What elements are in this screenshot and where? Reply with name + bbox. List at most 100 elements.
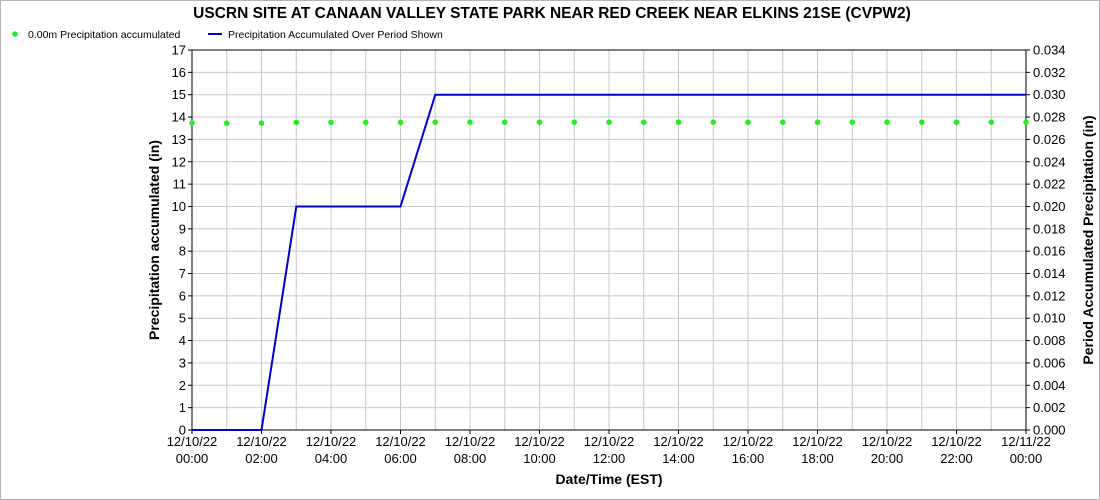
x-tick-label-date: 12/10/22 xyxy=(236,434,287,449)
y-tick-label-left: 16 xyxy=(172,65,186,80)
x-tick-label-date: 12/10/22 xyxy=(723,434,774,449)
precipitation-point xyxy=(919,119,925,125)
x-tick-label-time: 12:00 xyxy=(593,451,626,466)
precipitation-point xyxy=(293,119,300,126)
x-tick-label-date: 12/10/22 xyxy=(445,434,496,449)
y-tick-label-left: 0 xyxy=(179,423,186,438)
precipitation-point xyxy=(745,119,751,125)
y-tick-label-left: 9 xyxy=(179,221,186,236)
precipitation-point xyxy=(884,119,890,125)
y-tick-label-right: 0.020 xyxy=(1033,199,1066,214)
precipitation-point xyxy=(953,119,960,125)
precipitation-point xyxy=(189,120,195,126)
y-tick-label-right: 0.032 xyxy=(1033,65,1066,80)
x-tick-label-time: 00:00 xyxy=(1010,451,1043,466)
y-tick-label-left: 6 xyxy=(179,288,186,303)
y-tick-label-right: 0.014 xyxy=(1033,266,1066,281)
grid xyxy=(192,50,1026,430)
y-tick-label-left: 10 xyxy=(172,199,186,214)
precipitation-point xyxy=(641,119,647,125)
x-tick-label-date: 12/10/22 xyxy=(584,434,635,449)
precipitation-point xyxy=(606,119,612,125)
precipitation-point xyxy=(988,119,995,125)
y-tick-label-left: 1 xyxy=(179,400,186,415)
y-tick-label-left: 11 xyxy=(173,177,187,192)
y-tick-label-right: 0.030 xyxy=(1033,87,1066,102)
y-tick-label-right: 0.016 xyxy=(1033,244,1066,259)
y-tick-label-left: 4 xyxy=(179,333,186,348)
legend: 0.00m Precipitation accumulated Precipit… xyxy=(12,29,443,41)
precipitation-point xyxy=(432,119,439,125)
y-tick-label-right: 0.034 xyxy=(1033,43,1066,58)
precipitation-point xyxy=(397,119,404,126)
x-tick-label-date: 12/10/22 xyxy=(792,434,843,449)
y-tick-label-left: 7 xyxy=(179,266,186,281)
x-tick-label-time: 14:00 xyxy=(662,451,695,466)
x-tick-label-date: 12/10/22 xyxy=(862,434,913,449)
y-tick-label-left: 17 xyxy=(172,43,186,58)
chart-title: USCRN SITE AT CANAAN VALLEY STATE PARK N… xyxy=(193,5,911,22)
x-tick-label-time: 16:00 xyxy=(732,451,765,466)
precipitation-point xyxy=(363,119,369,126)
legend-marker-dots xyxy=(12,31,18,37)
y-tick-label-right: 0.004 xyxy=(1033,378,1066,393)
x-tick-label-time: 18:00 xyxy=(801,451,834,466)
y-tick-label-right: 0.006 xyxy=(1033,355,1066,370)
x-tick-label-time: 02:00 xyxy=(245,451,278,466)
y-tick-label-right: 0.010 xyxy=(1033,311,1066,326)
x-tick-label-time: 22:00 xyxy=(940,451,973,466)
y-axis-right-ticks: 0.000 0.002 0.004 0.006 0.008 0.010 0.012 0.014… xyxy=(1026,43,1066,438)
x-axis-title: Date/Time (EST) xyxy=(555,471,662,487)
precipitation-point xyxy=(224,120,230,127)
period-accumulated-series xyxy=(192,93,1026,431)
x-tick-label-date: 12/10/22 xyxy=(306,434,357,449)
precipitation-point xyxy=(467,119,473,125)
y-tick-label-right: 0.008 xyxy=(1033,333,1066,348)
x-tick-label-date: 12/10/22 xyxy=(514,434,565,449)
precipitation-point xyxy=(502,119,508,125)
x-tick-label-date: 12/10/22 xyxy=(653,434,704,449)
y-tick-label-left: 12 xyxy=(172,154,186,169)
precipitation-point xyxy=(328,119,334,126)
precipitation-point xyxy=(675,119,682,125)
x-axis-ticks: 12/10/22 00:00 12/10/22 02:00 12/10/22 04:00 1… xyxy=(167,430,1051,466)
y-tick-label-right: 0.028 xyxy=(1033,110,1066,125)
y-tick-label-left: 3 xyxy=(179,355,186,370)
legend-label-dots: 0.00m Precipitation accumulated xyxy=(28,29,180,41)
y-tick-label-right: 0.000 xyxy=(1033,423,1066,438)
precipitation-point xyxy=(780,119,786,125)
precipitation-point xyxy=(536,119,543,125)
precipitation-point xyxy=(571,119,578,125)
y-tick-label-left: 5 xyxy=(179,311,186,326)
precipitation-point xyxy=(1023,119,1029,125)
y-tick-label-right: 0.024 xyxy=(1033,154,1066,169)
precipitation-point xyxy=(849,119,856,125)
y-tick-label-left: 8 xyxy=(179,244,186,259)
y-axis-left-title: Precipitation accumulated (in) xyxy=(146,140,162,340)
y-tick-label-left: 13 xyxy=(172,132,186,147)
y-tick-label-left: 15 xyxy=(172,87,186,102)
y-tick-label-right: 0.002 xyxy=(1033,400,1066,415)
legend-label-line: Precipitation Accumulated Over Period Sh… xyxy=(228,29,443,41)
precipitation-point xyxy=(258,120,265,126)
precipitation-point xyxy=(814,119,821,125)
y-tick-label-right: 0.022 xyxy=(1033,177,1066,192)
x-tick-label-date: 12/10/22 xyxy=(931,434,982,449)
y-tick-label-right: 0.018 xyxy=(1033,221,1066,236)
x-tick-label-time: 00:00 xyxy=(176,451,209,466)
x-tick-label-date: 12/10/22 xyxy=(167,434,218,449)
y-axis-right-title: Period Accumulated Precipitation (in) xyxy=(1080,115,1096,364)
x-tick-label-time: 20:00 xyxy=(871,451,904,466)
x-tick-label-date: 12/10/22 xyxy=(375,434,426,449)
precipitation-accumulated-series xyxy=(189,119,1029,127)
period-accumulated-line xyxy=(192,93,1026,431)
x-tick-label-date: 12/11/22 xyxy=(1001,434,1051,449)
y-tick-label-right: 0.026 xyxy=(1033,132,1066,147)
y-tick-label-left: 2 xyxy=(179,378,186,393)
y-tick-label-right: 0.012 xyxy=(1033,288,1066,303)
x-tick-label-time: 04:00 xyxy=(315,451,348,466)
x-tick-label-time: 08:00 xyxy=(454,451,487,466)
